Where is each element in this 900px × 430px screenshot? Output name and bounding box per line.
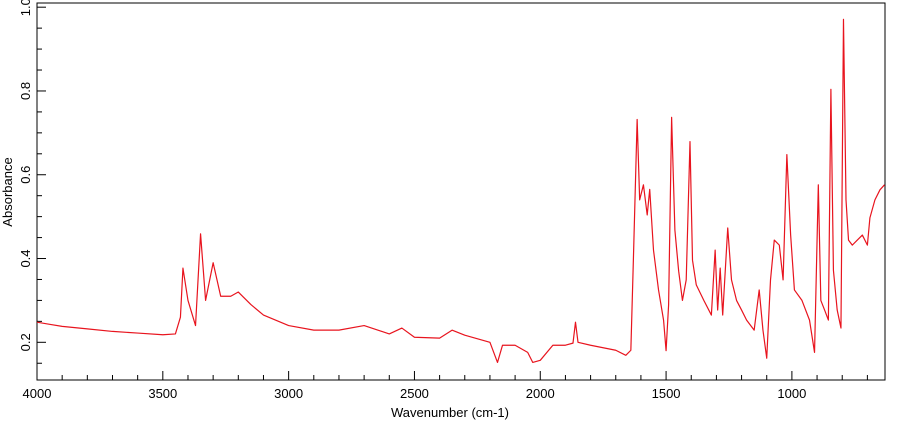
x-tick-label: 2000 [526,386,555,401]
x-tick-label: 3000 [274,386,303,401]
plot-frame [36,2,886,381]
x-tick-label: 4000 [23,386,52,401]
y-tick-label: 0.6 [18,166,33,184]
y-axis-label: Absorbance [0,157,15,226]
y-tick-label: 0.2 [18,333,33,351]
x-tick-label: 1000 [777,386,806,401]
y-tick-label: 1.0 [18,0,33,16]
x-tick-label: 1500 [652,386,681,401]
x-tick-label: 2500 [400,386,429,401]
x-tick-label: 3500 [148,386,177,401]
y-tick-label: 0.4 [18,249,33,267]
spectrum-line [36,18,885,364]
y-tick-label: 0.8 [18,82,33,100]
x-axis-label: Wavenumber (cm-1) [391,405,509,420]
